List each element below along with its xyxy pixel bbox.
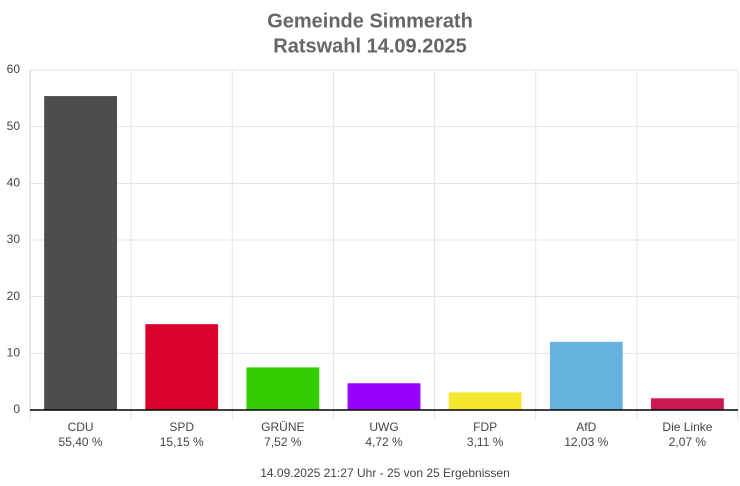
bar [347,383,421,410]
bar [651,398,724,410]
value-label: 7,52 % [264,435,302,449]
x-tick-label: SPD [169,420,194,434]
y-tick-label: 40 [7,176,21,190]
bar [246,367,320,410]
x-tick-label: GRÜNE [261,420,304,434]
value-label: 15,15 % [160,435,204,449]
chart-subtitle: Ratswahl 14.09.2025 [273,35,466,57]
y-tick-label: 10 [7,346,21,360]
bar [44,96,117,411]
bar [448,392,522,410]
y-tick-label: 30 [7,232,21,246]
bar [145,324,219,410]
y-tick-label: 20 [7,289,21,303]
x-tick-label: FDP [473,420,497,434]
y-tick-label: 0 [13,402,20,416]
value-label: 55,40 % [59,435,103,449]
y-tick-label: 60 [7,62,21,76]
x-tick-label: UWG [369,420,398,434]
x-tick-label: AfD [576,420,596,434]
value-label: 2,07 % [669,435,707,449]
x-tick-label: Die Linke [662,420,712,434]
y-tick-label: 50 [7,119,21,133]
value-label: 12,03 % [564,435,608,449]
chart-title: Gemeinde Simmerath [267,10,473,32]
bar [549,341,623,410]
chart-footer: 14.09.2025 21:27 Uhr - 25 von 25 Ergebni… [260,466,510,480]
value-label: 4,72 % [365,435,403,449]
value-label: 3,11 % [467,435,504,449]
x-tick-label: CDU [68,420,94,434]
